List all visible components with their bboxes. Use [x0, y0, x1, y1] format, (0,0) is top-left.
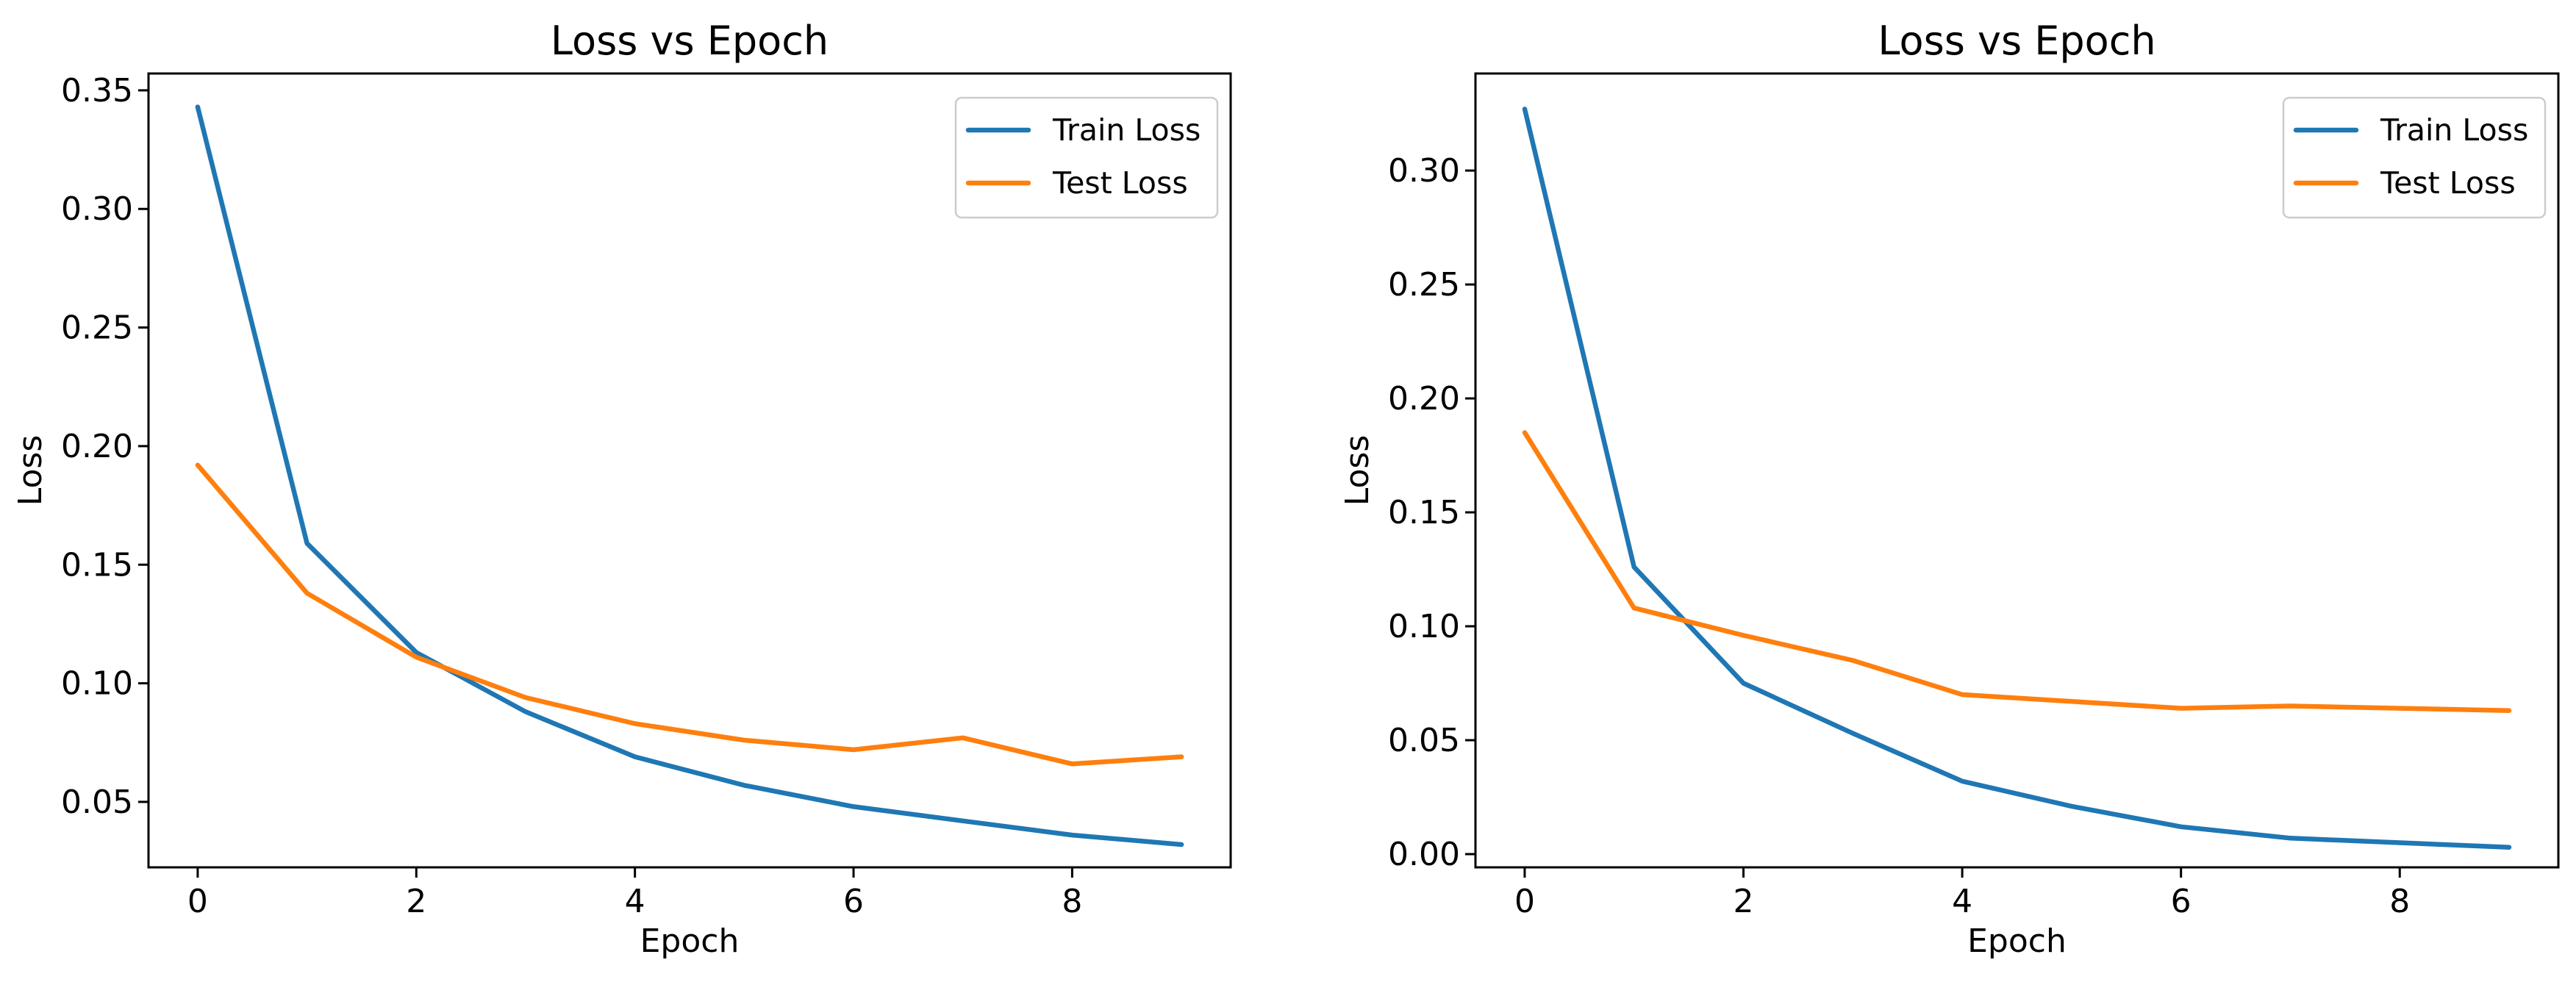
- y-tick-label: 0.15: [1388, 494, 1460, 531]
- axes-spines: [147, 72, 1232, 869]
- x-tick-label: 8: [2389, 883, 2410, 920]
- chart-left: 0 2 4 6 8 0.05 0.10 0.15 0.20 0.25 0.30 0.35 Loss vs…: [12, 18, 1232, 960]
- y-tick-label: 0.20: [61, 428, 133, 465]
- x-tick-label: 0: [1514, 883, 1535, 920]
- x-axis-label: Epoch: [640, 922, 740, 960]
- x-tick-label: 2: [406, 883, 426, 920]
- y-tick-label: 0.05: [1388, 722, 1460, 759]
- x-tick-label: 2: [1734, 883, 1754, 920]
- x-tick-label: 4: [625, 883, 645, 920]
- y-tick-label: 0.15: [61, 546, 133, 584]
- y-tick-label: 0.20: [1388, 380, 1460, 417]
- legend-label: Train Loss: [1052, 112, 1201, 148]
- chart-right: 0 2 4 6 8 0.00 0.05 0.10 0.15 0.20 0.25 0.30 Loss vs…: [1339, 18, 2560, 960]
- y-tick-label: 0.25: [1388, 266, 1460, 304]
- y-tick-label: 0.25: [61, 309, 133, 347]
- chart-title: Loss vs Epoch: [551, 18, 829, 64]
- legend-label: Test Loss: [1052, 165, 1188, 201]
- x-tick-label: 4: [1952, 883, 1972, 920]
- y-tick-label: 0.05: [61, 784, 133, 821]
- y-axis-label: Loss: [1339, 435, 1376, 506]
- chart-title: Loss vs Epoch: [1878, 18, 2155, 64]
- train-loss-line: [1522, 107, 2512, 850]
- y-tick-label: 0.30: [1388, 152, 1460, 190]
- test-loss-line: [195, 462, 1184, 767]
- x-tick-label: 8: [1062, 883, 1082, 920]
- x-tick-label: 0: [187, 883, 208, 920]
- x-tick-label: 6: [2171, 883, 2192, 920]
- y-axis-label: Loss: [12, 435, 49, 506]
- y-tick-label: 0.35: [61, 72, 133, 110]
- legend-label: Test Loss: [2380, 165, 2516, 201]
- y-tick-label: 0.10: [1388, 608, 1460, 645]
- test-loss-line: [1522, 430, 2512, 713]
- x-axis-label: Epoch: [1967, 922, 2067, 960]
- train-loss-line: [195, 104, 1184, 847]
- axes-spines: [1474, 72, 2560, 869]
- x-tick-label: 6: [843, 883, 864, 920]
- y-tick-label: 0.10: [61, 665, 133, 703]
- y-tick-label: 0.00: [1388, 836, 1460, 873]
- y-tick-label: 0.30: [61, 190, 133, 228]
- legend-label: Train Loss: [2380, 112, 2528, 148]
